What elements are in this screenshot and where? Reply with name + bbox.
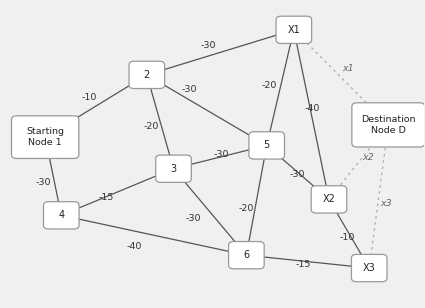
FancyBboxPatch shape <box>276 16 312 43</box>
FancyBboxPatch shape <box>352 103 425 147</box>
FancyBboxPatch shape <box>229 241 264 269</box>
FancyBboxPatch shape <box>311 186 347 213</box>
Text: X2: X2 <box>323 194 335 205</box>
Text: x1: x1 <box>342 64 354 73</box>
Text: x3: x3 <box>380 199 392 208</box>
Text: -20: -20 <box>143 122 159 131</box>
Text: -10: -10 <box>340 233 355 242</box>
FancyBboxPatch shape <box>351 254 387 282</box>
Text: -20: -20 <box>262 80 278 90</box>
Text: -30: -30 <box>213 149 229 159</box>
Text: X3: X3 <box>363 263 376 273</box>
FancyBboxPatch shape <box>43 202 79 229</box>
FancyBboxPatch shape <box>249 132 284 159</box>
Text: -20: -20 <box>239 204 254 213</box>
FancyBboxPatch shape <box>129 61 164 88</box>
Text: -30: -30 <box>289 170 305 179</box>
Text: -10: -10 <box>82 93 97 102</box>
Text: -30: -30 <box>181 85 197 94</box>
Text: -30: -30 <box>201 41 216 50</box>
Text: -15: -15 <box>296 261 311 270</box>
Text: X1: X1 <box>287 25 300 35</box>
Text: -40: -40 <box>304 104 320 113</box>
FancyBboxPatch shape <box>11 116 79 158</box>
Text: x2: x2 <box>363 152 374 162</box>
Text: -30: -30 <box>35 178 51 187</box>
Text: 2: 2 <box>144 70 150 80</box>
Text: -15: -15 <box>99 193 114 202</box>
Text: 5: 5 <box>264 140 270 150</box>
Text: Starting
Node 1: Starting Node 1 <box>26 128 64 147</box>
Text: -40: -40 <box>127 242 142 251</box>
FancyBboxPatch shape <box>156 155 191 182</box>
Text: 3: 3 <box>170 164 177 174</box>
Text: -30: -30 <box>186 214 201 223</box>
Text: 4: 4 <box>58 210 64 220</box>
Text: Destination
Node D: Destination Node D <box>361 115 416 135</box>
Text: 6: 6 <box>244 250 249 260</box>
